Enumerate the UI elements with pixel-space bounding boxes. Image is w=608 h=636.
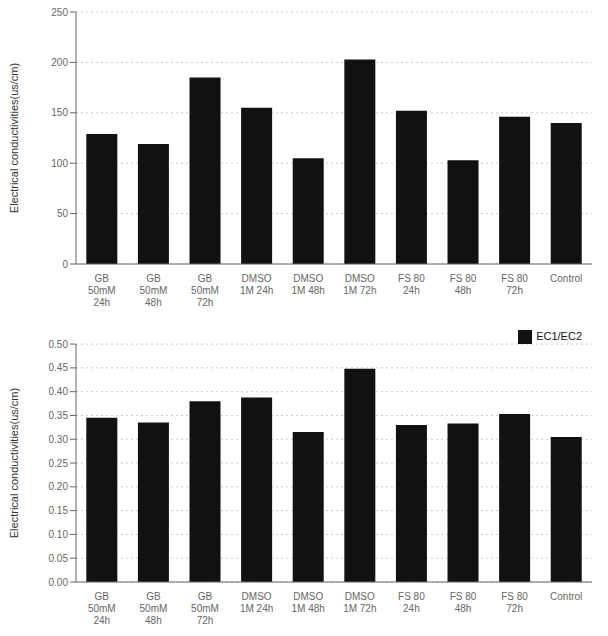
svg-text:GB50mM72h: GB50mM72h bbox=[191, 591, 219, 626]
svg-text:250: 250 bbox=[51, 7, 68, 18]
svg-text:0.05: 0.05 bbox=[49, 553, 69, 564]
svg-text:DMSO1M 24h: DMSO1M 24h bbox=[240, 273, 273, 296]
svg-text:0.25: 0.25 bbox=[49, 458, 69, 469]
svg-text:0.00: 0.00 bbox=[49, 577, 69, 588]
svg-text:0.10: 0.10 bbox=[49, 529, 69, 540]
svg-text:DMSO1M 48h: DMSO1M 48h bbox=[292, 591, 325, 614]
svg-text:0.30: 0.30 bbox=[49, 434, 69, 445]
svg-text:Electrical conductivities(us/c: Electrical conductivities(us/cm) bbox=[8, 388, 20, 538]
svg-text:0.40: 0.40 bbox=[49, 386, 69, 397]
svg-text:Electrical conductivities(us/c: Electrical conductivities(us/cm) bbox=[8, 63, 20, 213]
svg-text:FS 8024h: FS 8024h bbox=[398, 591, 425, 614]
svg-text:DMSO1M 24h: DMSO1M 24h bbox=[240, 591, 273, 614]
svg-text:DMSO1M 72h: DMSO1M 72h bbox=[343, 273, 376, 296]
svg-text:FS 8024h: FS 8024h bbox=[398, 273, 425, 296]
svg-text:GB50mM48h: GB50mM48h bbox=[140, 273, 168, 308]
svg-text:FS 8072h: FS 8072h bbox=[501, 273, 528, 296]
svg-text:GB50mM72h: GB50mM72h bbox=[191, 273, 219, 308]
html-text:EC1/EC2: EC1/EC2 bbox=[536, 330, 582, 342]
svg-text:FS 8048h: FS 8048h bbox=[450, 273, 477, 296]
svg-text:GB50mM24h: GB50mM24h bbox=[88, 591, 116, 626]
svg-text:0.35: 0.35 bbox=[49, 410, 69, 421]
svg-text:DMSO1M 48h: DMSO1M 48h bbox=[292, 273, 325, 296]
svg-text:0: 0 bbox=[62, 259, 68, 270]
svg-text:150: 150 bbox=[51, 107, 68, 118]
svg-text:0.50: 0.50 bbox=[49, 339, 69, 350]
svg-text:FS 8048h: FS 8048h bbox=[450, 591, 477, 614]
svg-text:0.45: 0.45 bbox=[49, 362, 69, 373]
svg-text:Control: Control bbox=[550, 591, 582, 602]
svg-text:Control: Control bbox=[550, 273, 582, 284]
svg-text:FS 8072h: FS 8072h bbox=[501, 591, 528, 614]
svg-text:0.15: 0.15 bbox=[49, 505, 69, 516]
svg-text:GB50mM48h: GB50mM48h bbox=[140, 591, 168, 626]
svg-text:100: 100 bbox=[51, 158, 68, 169]
svg-text:GB50mM24h: GB50mM24h bbox=[88, 273, 116, 308]
svg-text:200: 200 bbox=[51, 57, 68, 68]
svg-text:0.20: 0.20 bbox=[49, 481, 69, 492]
svg-text:DMSO1M 72h: DMSO1M 72h bbox=[343, 591, 376, 614]
svg-text:50: 50 bbox=[57, 208, 69, 219]
